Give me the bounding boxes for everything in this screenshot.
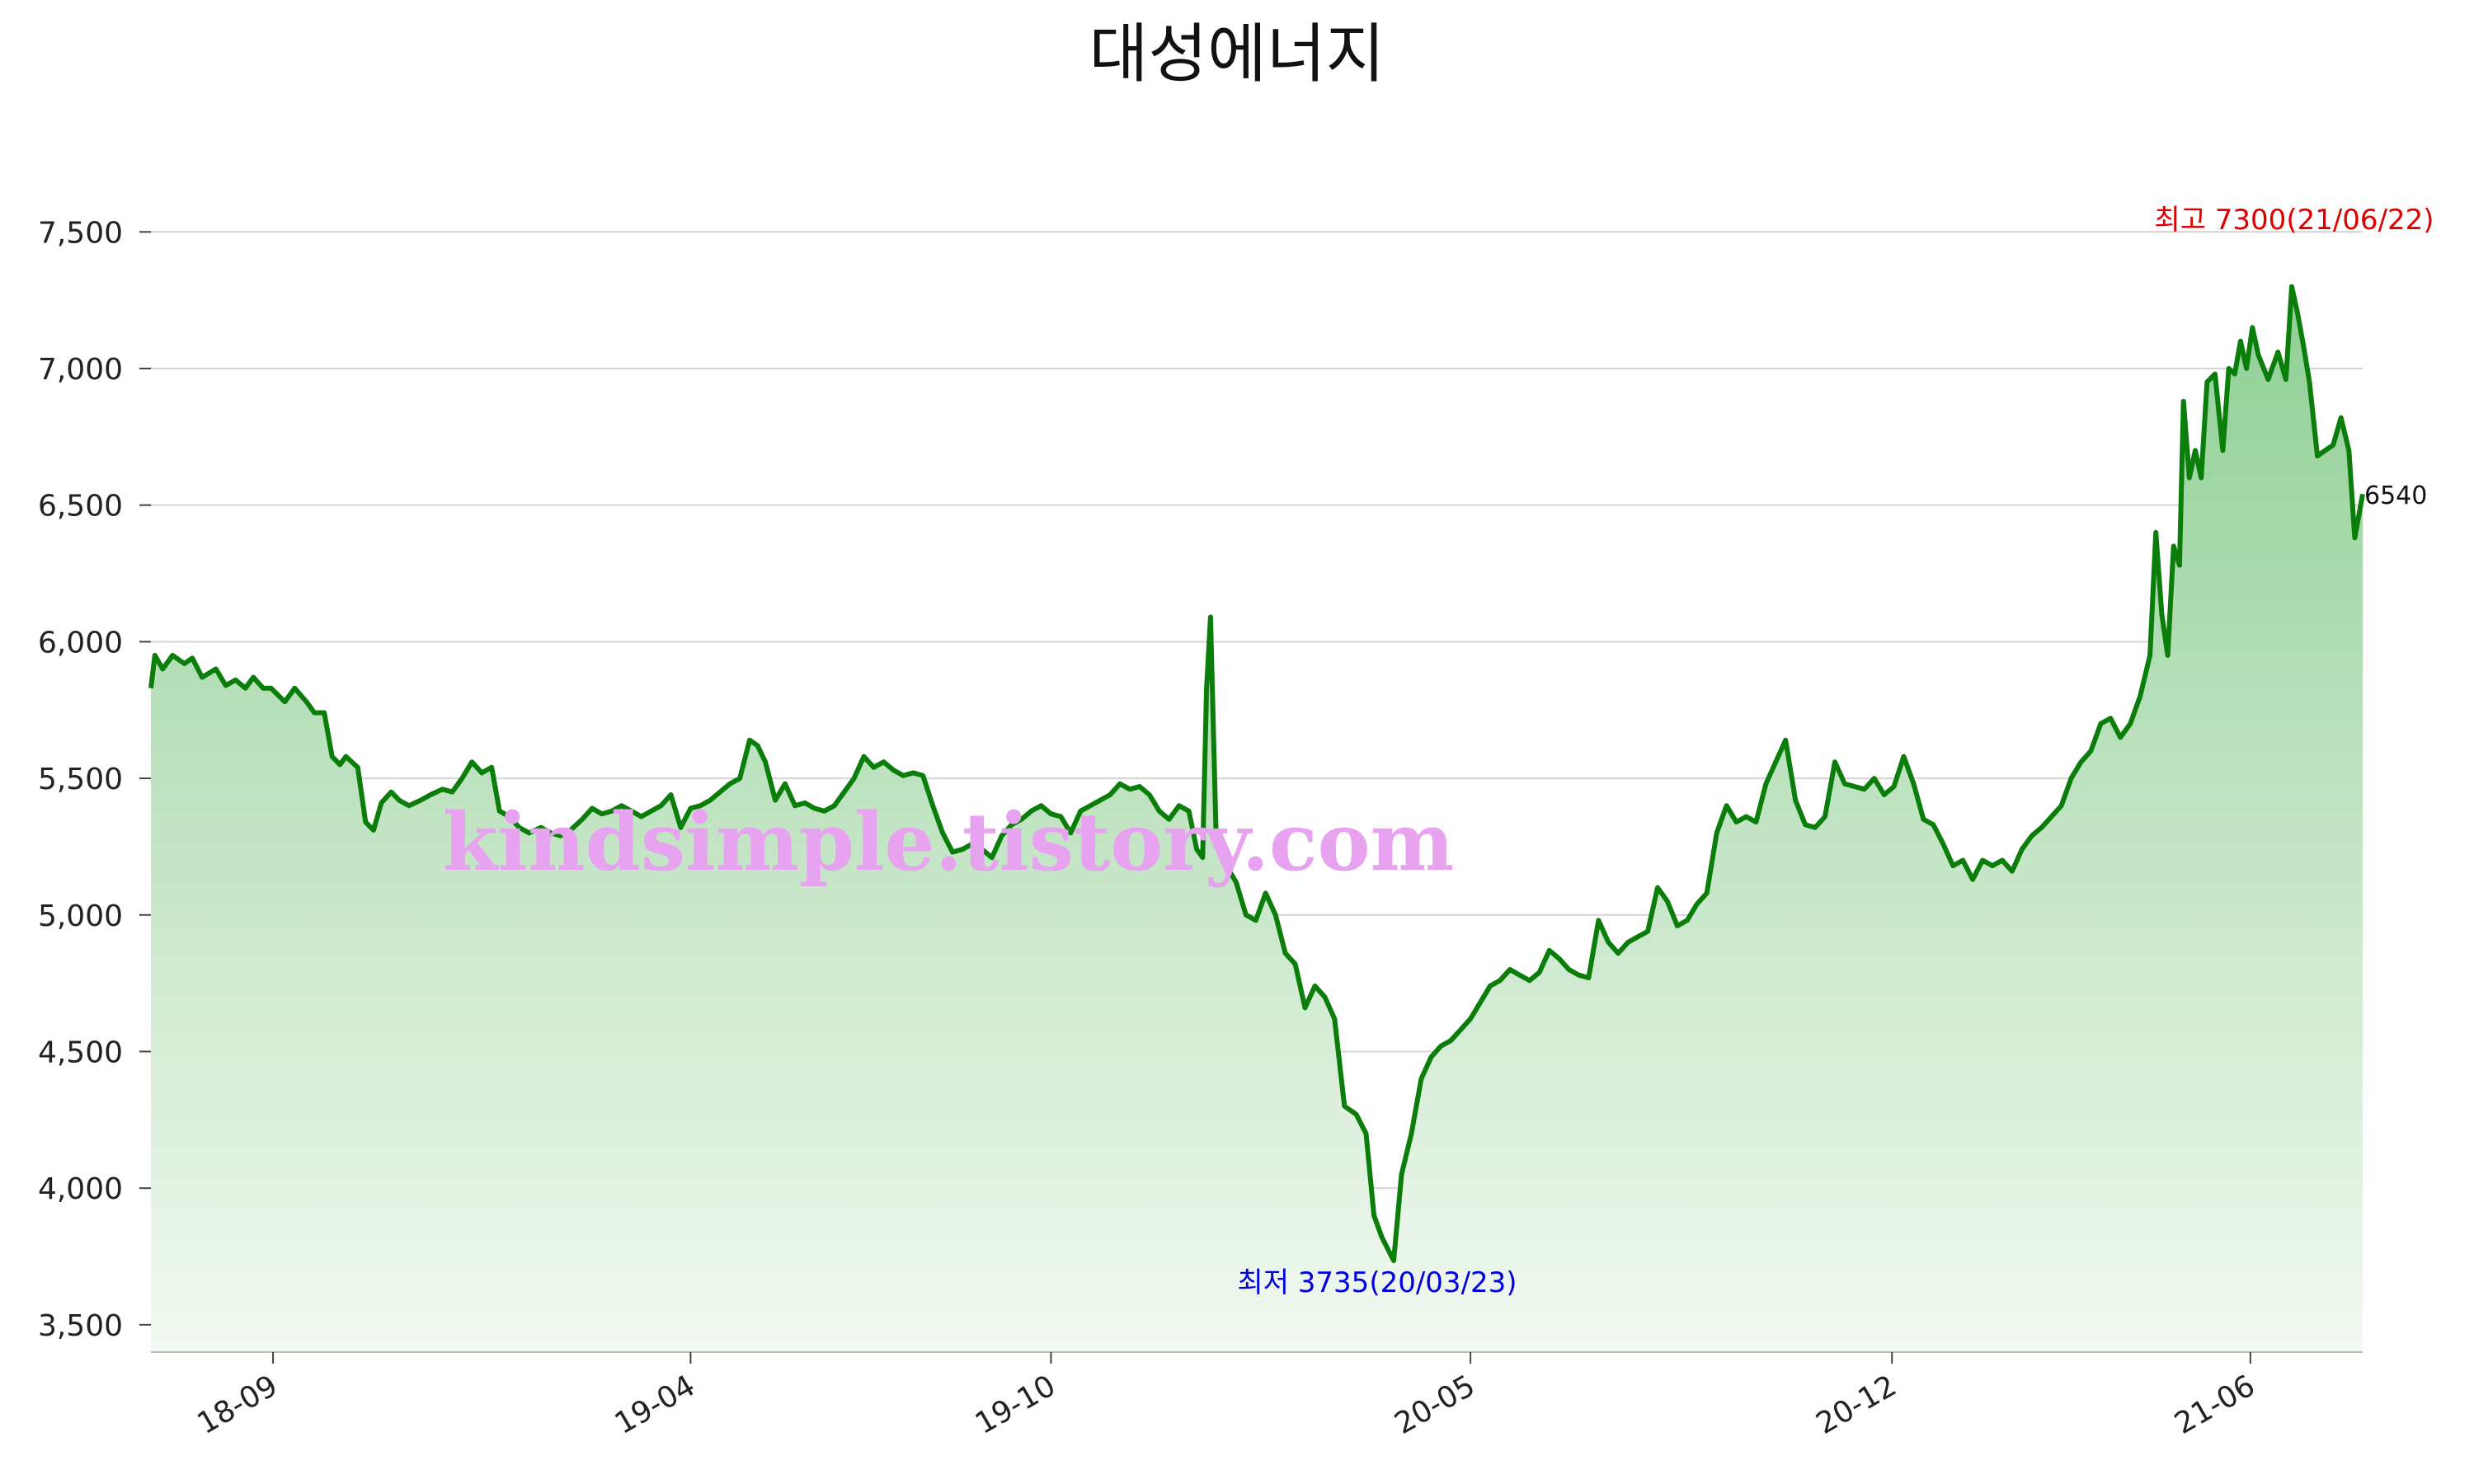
y-tick-label: 5,500 bbox=[38, 763, 123, 796]
max-annotation: 최고 7300(21/06/22) bbox=[2154, 204, 2434, 237]
y-tick-label: 4,500 bbox=[38, 1036, 123, 1069]
price-area bbox=[151, 286, 2363, 1353]
y-tick-label: 3,500 bbox=[38, 1309, 123, 1343]
x-tick-label: 19-10 bbox=[970, 1369, 1061, 1441]
x-axis: 18-09 19-04 19-10 20-05 20-12 21-06 bbox=[191, 1352, 2260, 1441]
watermark: kindsimple.tistory.com bbox=[443, 796, 1454, 889]
y-tick-label: 7,000 bbox=[38, 353, 123, 387]
x-tick-label: 18-09 bbox=[191, 1369, 283, 1441]
x-tick-label: 20-05 bbox=[1390, 1369, 1481, 1441]
y-tick-label: 6,500 bbox=[38, 490, 123, 524]
y-tick-label: 4,000 bbox=[38, 1172, 123, 1206]
price-line bbox=[148, 284, 2365, 1263]
y-tick-label: 5,000 bbox=[38, 899, 123, 933]
last-value-label: 6540 bbox=[2364, 481, 2427, 510]
chart-title: 대성에너지 bbox=[1089, 17, 1385, 92]
x-tick-label: 19-04 bbox=[609, 1369, 701, 1441]
y-tick-label: 7,500 bbox=[38, 216, 123, 250]
min-annotation: 최저 3735(20/03/23) bbox=[1237, 1266, 1517, 1299]
x-tick-label: 20-12 bbox=[1811, 1369, 1903, 1441]
x-tick-label: 21-06 bbox=[2169, 1369, 2260, 1441]
y-tick-label: 6,000 bbox=[38, 626, 123, 660]
y-axis: 3,500 4,000 4,500 5,000 5,500 6,000 6,500 7,000… bbox=[38, 216, 151, 1343]
